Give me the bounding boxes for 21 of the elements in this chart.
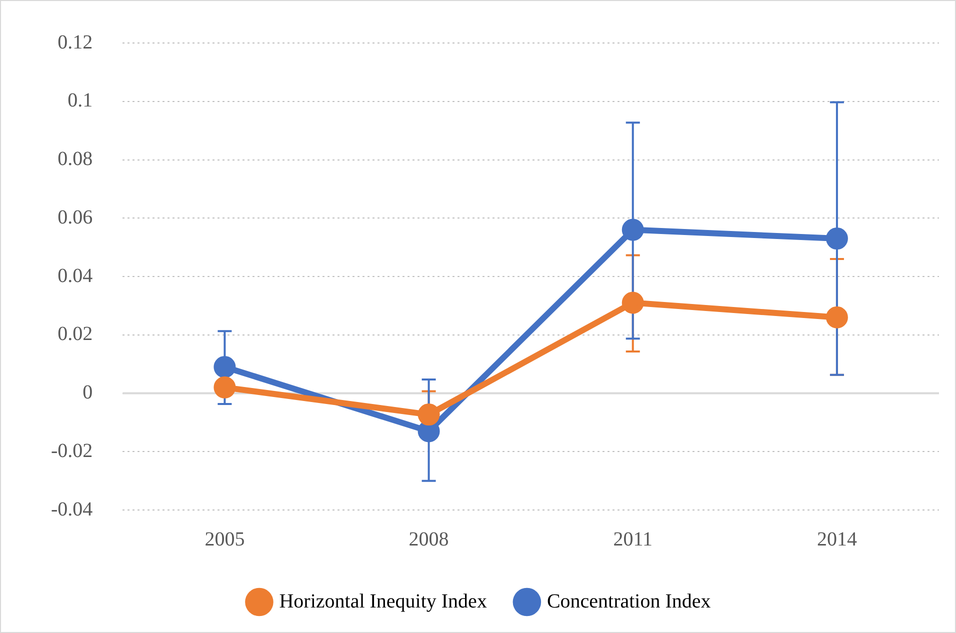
x-tick-label: 2011 xyxy=(613,528,653,550)
y-tick-label: 0 xyxy=(82,382,93,404)
y-tick-label: 0.02 xyxy=(58,323,93,346)
y-tick-label: 0.12 xyxy=(58,31,93,54)
y-tick-label: 0.08 xyxy=(58,148,93,170)
y-tick-label: 0.1 xyxy=(68,90,93,112)
x-tick-label: 2014 xyxy=(816,528,857,550)
y-tick-label: -0.04 xyxy=(50,498,93,520)
point xyxy=(622,292,644,314)
x-tick-label: 2005 xyxy=(204,528,245,550)
point xyxy=(826,228,848,250)
y-tick-label: -0.02 xyxy=(50,440,93,462)
y-tick-label: 0.04 xyxy=(58,264,93,287)
point xyxy=(214,356,236,378)
legend-label: Concentration Index xyxy=(546,590,711,612)
x-tick-label: 2008 xyxy=(408,528,449,550)
legend-label: Horizontal Inequity Index xyxy=(279,590,487,612)
point xyxy=(214,376,236,398)
y-tick-label: 0.06 xyxy=(58,206,93,228)
point xyxy=(622,218,644,241)
point xyxy=(418,404,440,426)
